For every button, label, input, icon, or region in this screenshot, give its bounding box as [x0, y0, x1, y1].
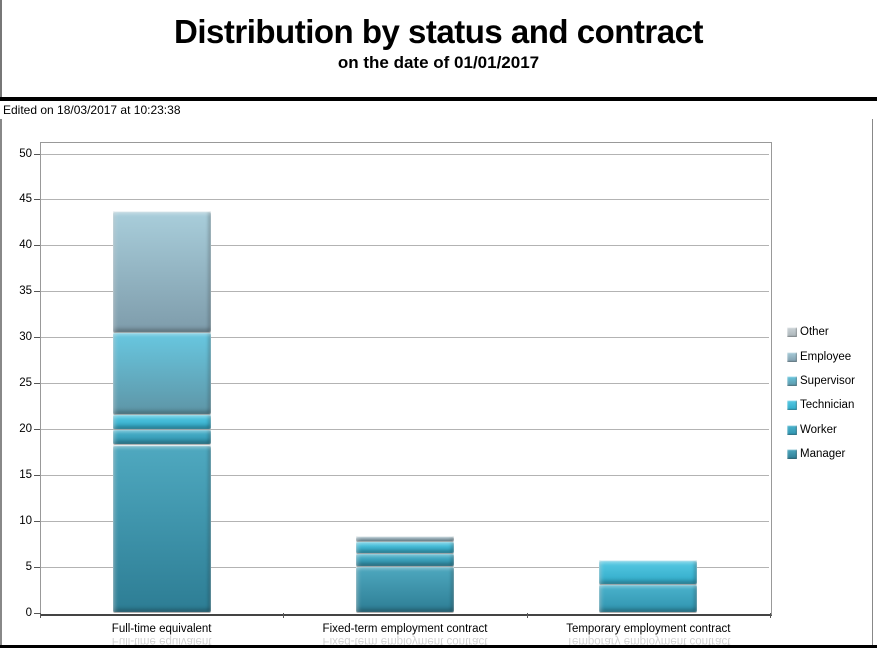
y-axis-label: 35: [19, 285, 32, 298]
gridline-y-20: [41, 428, 769, 430]
header-left-border: [0, 0, 2, 97]
y-axis-label: 5: [25, 560, 32, 573]
y-axis-tick: [34, 428, 40, 430]
header-divider-rule: [0, 97, 877, 101]
gridline-y-40: [41, 245, 769, 247]
bar-segment-manager: [112, 444, 211, 613]
chart-legend: Other Employee Supervisor Technician Worker M…: [787, 320, 855, 466]
legend-item-manager: Manager: [787, 442, 855, 466]
bar-segment-employee: [112, 211, 211, 332]
legend-item-supervisor: Supervisor: [787, 369, 855, 393]
x-axis-tick: [526, 613, 528, 618]
page-subtitle: on the date of 01/01/2017: [337, 53, 540, 72]
bar-segment-worker: [599, 584, 698, 613]
legend-swatch-worker: [787, 424, 797, 435]
y-axis-label: 45: [19, 193, 32, 206]
legend-label: Worker: [800, 423, 837, 436]
legend-label: Other: [800, 326, 829, 339]
gridline-y-35: [41, 291, 769, 293]
y-axis-tick: [34, 520, 40, 522]
gridline-y-10: [41, 520, 769, 522]
legend-label: Employee: [800, 350, 852, 363]
x-axis-tick: [283, 613, 285, 618]
y-axis-tick: [34, 566, 40, 568]
legend-item-technician: Technician: [787, 393, 855, 417]
y-axis-tick: [34, 291, 40, 293]
x-axis-tick: [40, 613, 41, 618]
legend-swatch-employee: [787, 351, 797, 362]
y-axis-label: 15: [19, 468, 32, 481]
gridline-y-45: [41, 199, 769, 201]
x-axis-label-reflection: Temporary employment contract: [566, 635, 731, 647]
y-axis-label: 50: [19, 147, 32, 160]
bar-segment-worker: [356, 552, 454, 566]
y-axis-tick: [34, 199, 40, 201]
legend-label: Technician: [800, 399, 855, 412]
y-axis-label: 0: [25, 606, 32, 619]
page-bottom-rule: [0, 645, 877, 648]
page-title: Distribution by status and contract: [174, 13, 703, 50]
bar-segment-supervisor: [112, 331, 211, 415]
y-axis-tick: [34, 153, 40, 155]
y-axis-label: 10: [19, 514, 32, 527]
gridline-y-15: [41, 474, 769, 476]
x-axis-label-reflection: Full-time equivalent: [111, 635, 212, 647]
legend-swatch-supervisor: [787, 375, 797, 386]
gridline-y-50: [41, 153, 769, 155]
gridline-y-25: [41, 383, 769, 384]
x-axis-label: Full-time equivalent: [111, 623, 212, 635]
y-axis-tick: [34, 474, 40, 476]
gridline-y-30: [41, 337, 769, 339]
x-axis-label-reflection: Fixed-term employment contract: [322, 635, 488, 647]
y-axis-label: 20: [19, 422, 32, 435]
bar-segment-worker: [112, 428, 211, 445]
legend-label: Manager: [800, 448, 846, 461]
bar-segment-manager: [356, 565, 454, 613]
bar-segment-technician: [356, 540, 454, 553]
bar-segment-technician: [112, 414, 211, 429]
x-axis-label: Fixed-term employment contract: [322, 623, 488, 635]
legend-swatch-technician: [787, 400, 797, 411]
x-axis-tick: [770, 613, 771, 618]
y-axis-label: 40: [19, 239, 32, 252]
edited-timestamp: Edited on 18/03/2017 at 10:23:38: [3, 103, 181, 117]
bar-segment-technician: [599, 560, 698, 585]
legend-item-employee: Employee: [787, 344, 855, 368]
y-axis-label: 25: [19, 377, 32, 389]
y-axis-tick: [34, 337, 40, 339]
y-axis-tick: [34, 612, 40, 614]
y-axis-tick: [34, 383, 40, 384]
legend-swatch-other: [787, 327, 797, 338]
bar-segment-employee: [356, 536, 454, 541]
legend-item-worker: Worker: [787, 418, 855, 442]
legend-label: Supervisor: [800, 374, 855, 387]
x-axis-label: Temporary employment contract: [566, 623, 731, 635]
legend-item-other: Other: [787, 320, 855, 344]
y-axis-tick: [34, 245, 40, 247]
legend-swatch-manager: [787, 449, 797, 460]
y-axis-label: 30: [19, 331, 32, 344]
